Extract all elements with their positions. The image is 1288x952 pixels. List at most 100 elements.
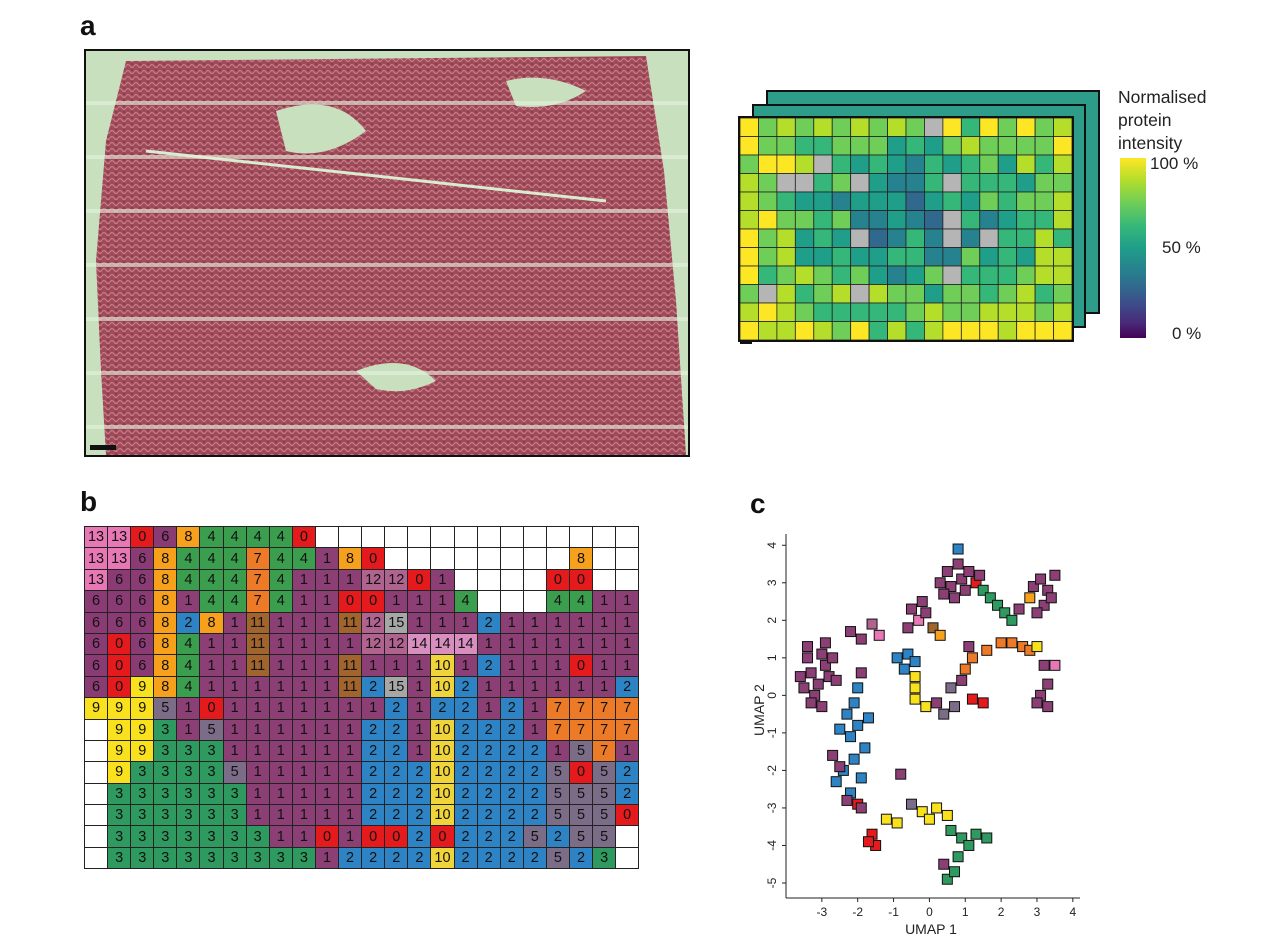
heatmap-cell (979, 302, 999, 322)
heatmap-cell (758, 118, 778, 137)
umap-point (949, 592, 961, 604)
umap-point (916, 806, 928, 818)
heatmap-cell (850, 284, 870, 304)
grid-cell: 11 (245, 632, 270, 656)
grid-cell: 0 (430, 825, 455, 848)
umap-point (841, 794, 853, 806)
legend-colorbar (1120, 158, 1146, 338)
heatmap-cell (776, 284, 796, 304)
grid-cell (499, 590, 524, 613)
heatmap-cell (868, 118, 888, 137)
grid-cell: 3 (199, 782, 224, 806)
heatmap-cell (813, 210, 833, 230)
grid-cell: 14 (407, 632, 432, 656)
tissue-section-image (84, 49, 690, 457)
grid-cell: 1 (522, 611, 547, 634)
heatmap-cell (1034, 154, 1054, 174)
heatmap-cell (776, 191, 796, 211)
umap-scatter-chart: -3 -2 -1 0 1 2 3 4 4 3 2 1 0 -1 -2 -3 -4 -5 UMAP 1 UMAP … (751, 534, 1080, 937)
grid-cell: 6 (83, 590, 109, 613)
grid-cell: 1 (245, 804, 270, 827)
umap-point (992, 599, 1004, 611)
umap-point (984, 592, 996, 604)
grid-cell: 3 (130, 804, 155, 827)
grid-cell (83, 804, 109, 827)
grid-cell: 1 (453, 654, 478, 677)
grid-cell: 4 (291, 547, 316, 570)
grid-cell: 4 (245, 525, 270, 549)
grid-cell: 11 (245, 611, 270, 634)
grid-cell: 7 (568, 697, 594, 720)
heatmap-cell (794, 118, 815, 137)
heatmap-cell (868, 173, 888, 193)
umap-point (891, 817, 903, 829)
grid-cell: 2 (476, 739, 501, 763)
umap-point (812, 678, 824, 690)
heatmap-cell (758, 210, 778, 230)
grid-cell (430, 525, 455, 549)
grid-cell (453, 547, 478, 570)
grid-cell: 8 (153, 675, 178, 699)
grid-cell (545, 525, 570, 549)
heatmap-cell (924, 302, 944, 322)
grid-cell: 0 (291, 525, 316, 549)
grid-cell: 3 (153, 825, 178, 848)
heatmap-cell (887, 228, 907, 248)
grid-cell: 7 (592, 697, 617, 720)
grid-cell: 2 (476, 611, 501, 634)
umap-point (834, 761, 846, 773)
heatmap-cell (1034, 210, 1054, 230)
grid-cell: 1 (268, 825, 293, 848)
grid-cell: 2 (361, 761, 386, 784)
heatmap-cell (997, 118, 1018, 137)
heatmap-cell (997, 247, 1018, 267)
umap-point (798, 682, 810, 694)
grid-cell: 1 (338, 632, 363, 656)
grid-cell: 2 (499, 739, 524, 763)
umap-point (1049, 659, 1061, 671)
grid-cell: 12 (384, 632, 409, 656)
heatmap-cell (905, 284, 925, 304)
heatmap-cell (1053, 302, 1072, 322)
grid-cell: 12 (361, 568, 386, 592)
umap-point (909, 656, 921, 668)
umap-point (981, 832, 993, 844)
legend-title: Normalised protein intensity (1118, 87, 1207, 153)
grid-cell: 6 (130, 590, 155, 613)
heatmap-cell (813, 228, 833, 248)
grid-cell: 6 (107, 611, 132, 634)
heatmap-cell (1016, 228, 1036, 248)
grid-cell: 1 (545, 675, 570, 699)
y-tick-label: -5 (765, 877, 779, 888)
grid-cell: 1 (592, 611, 617, 634)
heatmap-cell (758, 154, 778, 174)
heatmap-cell (997, 210, 1018, 230)
grid-cell: 4 (568, 590, 594, 613)
grid-row: 13 6 6 8 4 4 4 7 4 1 1 1 12 12 0 1 0 0 (83, 568, 640, 592)
heatmap-cell (813, 284, 833, 304)
grid-cell: 9 (130, 675, 155, 699)
umap-point (977, 697, 989, 709)
umap-point (974, 569, 986, 581)
heatmap-cell (794, 247, 815, 267)
grid-cell: 1 (314, 846, 340, 870)
grid-cell: 1 (384, 590, 409, 613)
grid-cell (83, 739, 109, 763)
grid-cell (338, 525, 363, 549)
grid-cell: 4 (268, 590, 293, 613)
heatmap-cell (905, 265, 925, 285)
umap-point (966, 693, 978, 705)
grid-cell: 8 (153, 632, 178, 656)
grid-cell: 1 (384, 654, 409, 677)
grid-cell: 4 (199, 590, 224, 613)
grid-cell: 2 (361, 675, 386, 699)
grid-cell: 3 (199, 761, 224, 784)
umap-point (859, 742, 871, 754)
grid-cell (499, 568, 524, 592)
grid-cell: 2 (384, 782, 409, 806)
grid-cell: 3 (176, 804, 201, 827)
y-tick-label: -4 (765, 840, 779, 851)
heatmap-cell (831, 302, 852, 322)
heatmap-cell (831, 247, 852, 267)
